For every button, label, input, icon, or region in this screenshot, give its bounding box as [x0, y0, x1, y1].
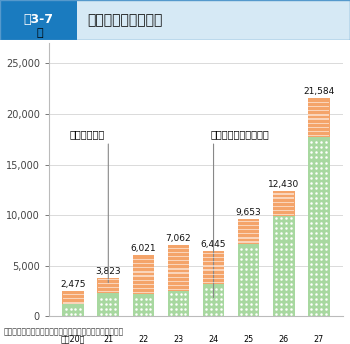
Bar [203, 251, 224, 284]
Text: 9,653: 9,653 [236, 208, 261, 217]
Bar [62, 304, 84, 316]
Text: 27: 27 [314, 335, 324, 344]
Bar [238, 219, 259, 244]
Text: 移住相談者数の推移: 移住相談者数の推移 [88, 13, 163, 27]
Bar [273, 216, 295, 316]
Text: 21: 21 [103, 335, 113, 344]
Text: 24: 24 [209, 335, 219, 344]
Bar [308, 137, 330, 316]
Bar [133, 294, 154, 316]
Text: 図3-7: 図3-7 [23, 13, 54, 26]
Bar [168, 245, 189, 291]
Text: 7,062: 7,062 [166, 234, 191, 243]
Text: 2,475: 2,475 [61, 280, 86, 289]
Bar [203, 284, 224, 316]
FancyBboxPatch shape [77, 0, 350, 40]
Text: 26: 26 [279, 335, 289, 344]
Text: 平成20年: 平成20年 [61, 335, 85, 344]
Text: 3,823: 3,823 [96, 267, 121, 276]
Bar [97, 278, 119, 293]
Bar [308, 98, 330, 137]
Bar [133, 256, 154, 294]
Bar [273, 191, 295, 216]
Text: 23: 23 [173, 335, 183, 344]
Bar [168, 291, 189, 316]
Bar [238, 244, 259, 316]
Text: 6,445: 6,445 [201, 240, 226, 249]
Bar [97, 293, 119, 316]
Text: 資料：特定非営利活動法人ふるさと回帰支援センター調べ: 資料：特定非営利活動法人ふるさと回帰支援センター調べ [4, 327, 124, 336]
Text: 21,584: 21,584 [303, 87, 334, 96]
Text: 人: 人 [37, 28, 43, 38]
Text: 電話等問合せ: 電話等問合せ [70, 129, 105, 139]
Text: 6,021: 6,021 [131, 245, 156, 254]
FancyBboxPatch shape [0, 0, 77, 40]
Text: 22: 22 [138, 335, 148, 344]
Text: 25: 25 [244, 335, 254, 344]
Text: 面談・セミナー参加等: 面談・セミナー参加等 [210, 129, 269, 139]
Text: 12,430: 12,430 [268, 180, 299, 189]
Bar [62, 291, 84, 304]
